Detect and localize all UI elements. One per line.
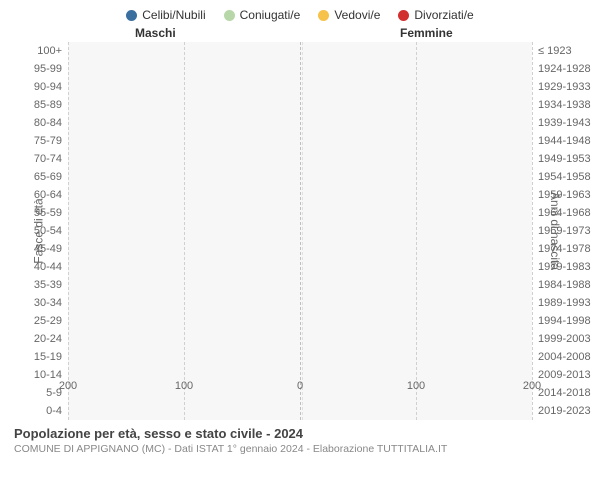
plot-area: Fasce di età Anni di nascita 100+≤ 19239… bbox=[0, 42, 600, 420]
x-tick-label: 200 bbox=[523, 380, 541, 392]
age-row: 100+ ≤ 1923 bbox=[0, 42, 600, 60]
age-label: 35-39 bbox=[0, 276, 66, 294]
birth-year-label: 2014-2018 bbox=[534, 384, 600, 402]
age-row: 55-59 1964-1968 bbox=[0, 204, 600, 222]
age-label: 5-9 bbox=[0, 384, 66, 402]
age-label: 20-24 bbox=[0, 330, 66, 348]
age-label: 30-34 bbox=[0, 294, 66, 312]
age-row: 90-94 1929-1933 bbox=[0, 78, 600, 96]
x-axis: 2001000100200 bbox=[68, 378, 532, 396]
age-row: 20-24 1999-2003 bbox=[0, 330, 600, 348]
birth-year-label: 1939-1943 bbox=[534, 114, 600, 132]
legend-item: Celibi/Nubili bbox=[126, 8, 205, 22]
birth-year-label: 1954-1958 bbox=[534, 168, 600, 186]
legend-label: Vedovi/e bbox=[334, 8, 380, 22]
birth-year-label: 1959-1963 bbox=[534, 186, 600, 204]
age-row: 0-4 2019-2023 bbox=[0, 402, 600, 420]
legend: Celibi/Nubili Coniugati/e Vedovi/e Divorzia… bbox=[0, 0, 600, 26]
age-label: 85-89 bbox=[0, 96, 66, 114]
birth-year-label: 1929-1933 bbox=[534, 78, 600, 96]
birth-year-label: 1944-1948 bbox=[534, 132, 600, 150]
age-label: 80-84 bbox=[0, 114, 66, 132]
birth-year-label: 1989-1993 bbox=[534, 294, 600, 312]
x-tick-label: 0 bbox=[297, 380, 303, 392]
legend-item: Vedovi/e bbox=[318, 8, 380, 22]
age-label: 75-79 bbox=[0, 132, 66, 150]
birth-year-label: 1994-1998 bbox=[534, 312, 600, 330]
birth-year-label: 1979-1983 bbox=[534, 258, 600, 276]
footer: Popolazione per età, sesso e stato civil… bbox=[0, 420, 600, 457]
age-row: 80-84 1939-1943 bbox=[0, 114, 600, 132]
age-label: 65-69 bbox=[0, 168, 66, 186]
age-row: 45-49 1974-1978 bbox=[0, 240, 600, 258]
age-label: 25-29 bbox=[0, 312, 66, 330]
x-tick-label: 100 bbox=[175, 380, 193, 392]
age-row: 60-64 1959-1963 bbox=[0, 186, 600, 204]
age-label: 90-94 bbox=[0, 78, 66, 96]
legend-item: Coniugati/e bbox=[224, 8, 301, 22]
birth-year-label: 2004-2008 bbox=[534, 348, 600, 366]
x-tick-label: 200 bbox=[59, 380, 77, 392]
age-label: 45-49 bbox=[0, 240, 66, 258]
chart-title: Popolazione per età, sesso e stato civil… bbox=[14, 426, 586, 441]
age-label: 70-74 bbox=[0, 150, 66, 168]
birth-year-label: 1974-1978 bbox=[534, 240, 600, 258]
legend-label: Coniugati/e bbox=[240, 8, 301, 22]
birth-year-label: 2009-2013 bbox=[534, 366, 600, 384]
age-label: 50-54 bbox=[0, 222, 66, 240]
birth-year-label: 1924-1928 bbox=[534, 60, 600, 78]
age-row: 95-99 1924-1928 bbox=[0, 60, 600, 78]
age-row: 40-44 1979-1983 bbox=[0, 258, 600, 276]
birth-year-label: 1999-2003 bbox=[534, 330, 600, 348]
age-label: 10-14 bbox=[0, 366, 66, 384]
birth-year-label: 1969-1973 bbox=[534, 222, 600, 240]
age-row: 25-29 1994-1998 bbox=[0, 312, 600, 330]
chart-container: Celibi/Nubili Coniugati/e Vedovi/e Divorzia… bbox=[0, 0, 600, 500]
age-label: 15-19 bbox=[0, 348, 66, 366]
x-tick-label: 100 bbox=[407, 380, 425, 392]
age-label: 55-59 bbox=[0, 204, 66, 222]
age-row: 85-89 1934-1938 bbox=[0, 96, 600, 114]
birth-year-label: 1934-1938 bbox=[534, 96, 600, 114]
legend-label: Celibi/Nubili bbox=[142, 8, 205, 22]
age-row: 65-69 1954-1958 bbox=[0, 168, 600, 186]
legend-swatch bbox=[398, 10, 409, 21]
age-label: 40-44 bbox=[0, 258, 66, 276]
legend-label: Divorziati/e bbox=[414, 8, 473, 22]
birth-year-label: 2019-2023 bbox=[534, 402, 600, 420]
chart-subtitle: COMUNE DI APPIGNANO (MC) - Dati ISTAT 1°… bbox=[14, 443, 586, 455]
birth-year-label: 1949-1953 bbox=[534, 150, 600, 168]
age-label: 95-99 bbox=[0, 60, 66, 78]
legend-swatch bbox=[224, 10, 235, 21]
birth-year-label: ≤ 1923 bbox=[534, 42, 600, 60]
legend-swatch bbox=[318, 10, 329, 21]
age-label: 60-64 bbox=[0, 186, 66, 204]
age-row: 50-54 1969-1973 bbox=[0, 222, 600, 240]
column-headers: Maschi Femmine bbox=[0, 26, 600, 42]
age-row: 30-34 1989-1993 bbox=[0, 294, 600, 312]
birth-year-label: 1964-1968 bbox=[534, 204, 600, 222]
header-female: Femmine bbox=[400, 26, 453, 40]
age-label: 0-4 bbox=[0, 402, 66, 420]
age-row: 70-74 1949-1953 bbox=[0, 150, 600, 168]
birth-year-label: 1984-1988 bbox=[534, 276, 600, 294]
age-row: 15-19 2004-2008 bbox=[0, 348, 600, 366]
legend-swatch bbox=[126, 10, 137, 21]
legend-item: Divorziati/e bbox=[398, 8, 473, 22]
age-row: 75-79 1944-1948 bbox=[0, 132, 600, 150]
age-row: 35-39 1984-1988 bbox=[0, 276, 600, 294]
age-label: 100+ bbox=[0, 42, 66, 60]
header-male: Maschi bbox=[135, 26, 176, 40]
